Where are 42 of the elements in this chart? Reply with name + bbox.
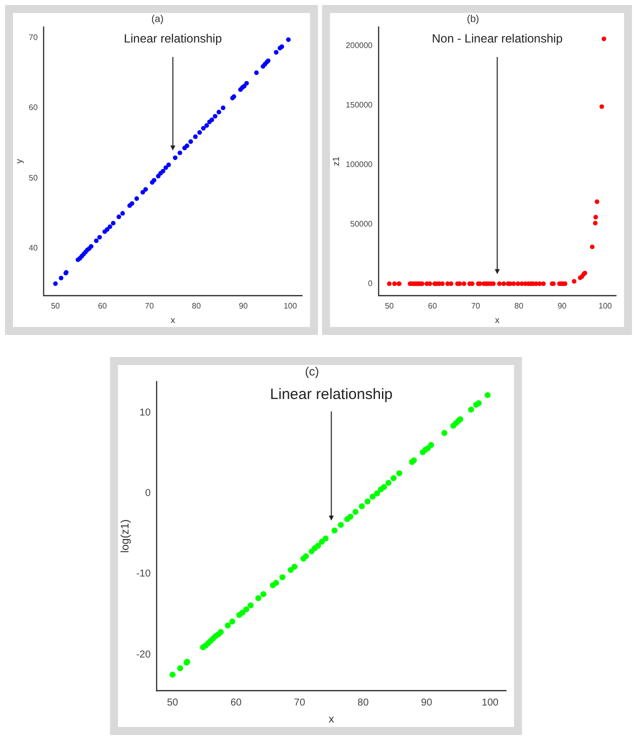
y-tick-label: 60 — [28, 103, 38, 112]
x-tick-label: 80 — [192, 302, 202, 311]
y-tick-label: 10 — [140, 408, 152, 419]
annotation: Linear relationship — [270, 386, 393, 404]
y-tick-label: -10 — [136, 568, 152, 580]
x-tick-label: 100 — [482, 698, 499, 709]
x-tick-label: 80 — [514, 302, 524, 311]
annotation: Linear relationship — [124, 31, 222, 46]
y-tick-label: 0 — [145, 488, 152, 500]
y-axis-title: y — [14, 158, 24, 164]
y-tick-label: 50 — [28, 173, 38, 182]
chart-title: (b) — [466, 14, 480, 25]
x-axis-title: x — [328, 713, 335, 726]
chart-title: (a) — [151, 14, 164, 25]
x-tick-label: 60 — [98, 302, 108, 311]
y-tick-label: 50000 — [350, 219, 374, 228]
y-axis-title: log(z1) — [120, 519, 132, 553]
x-tick-label: 50 — [50, 302, 60, 311]
x-tick-label: 60 — [230, 698, 242, 709]
x-tick-label: 70 — [294, 698, 306, 709]
x-tick-label: 50 — [166, 698, 179, 709]
y-tick-label: 40 — [28, 244, 38, 253]
y-tick-label: 0 — [368, 278, 374, 288]
x-axis-title: x — [170, 315, 176, 326]
x-tick-label: 80 — [358, 698, 370, 709]
chart-title: (c) — [305, 364, 319, 379]
x-tick-label: 90 — [421, 698, 433, 709]
x-tick-label: 100 — [284, 302, 298, 311]
y-tick-label: 70 — [28, 32, 38, 42]
x-tick-label: 70 — [471, 302, 481, 311]
y-tick-label: 100000 — [346, 160, 374, 170]
y-tick-label: 200000 — [346, 41, 374, 50]
x-tick-label: 100 — [598, 302, 612, 311]
y-tick-label: 150000 — [346, 100, 374, 110]
y-axis-title: z1 — [330, 156, 341, 166]
x-tick-label: 50 — [384, 302, 394, 311]
x-axis-title: x — [495, 315, 500, 326]
y-tick-label: -20 — [136, 649, 152, 660]
annotation: Non - Linear relationship — [432, 31, 563, 46]
x-tick-label: 90 — [238, 302, 248, 311]
x-tick-label: 60 — [428, 302, 438, 311]
x-tick-label: 90 — [558, 302, 568, 311]
